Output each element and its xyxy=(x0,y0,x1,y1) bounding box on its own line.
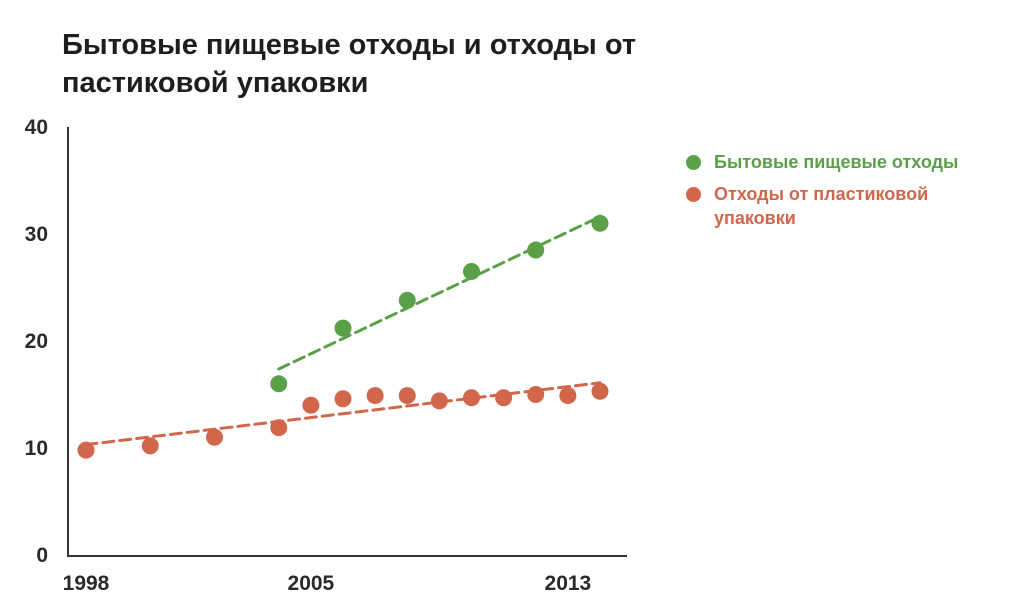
trendline xyxy=(277,215,602,371)
data-point xyxy=(366,387,384,405)
legend-label-plastic-waste: Отходы от пластиковой упаковки xyxy=(714,184,929,228)
data-point xyxy=(270,375,288,393)
x-tick-label: 2013 xyxy=(545,572,592,595)
data-point xyxy=(334,390,352,408)
data-point xyxy=(430,392,448,410)
legend-item-plastic-waste: Отходы от пластиковой упаковки xyxy=(686,182,1006,230)
trendline xyxy=(84,381,602,447)
data-point xyxy=(77,441,95,459)
y-tick-label: 30 xyxy=(25,223,48,246)
y-tick-label: 0 xyxy=(36,544,48,567)
data-point xyxy=(302,396,320,414)
chart-title: Бытовые пищевые отходы и отходы от пасти… xyxy=(62,29,637,99)
series-0 xyxy=(270,214,609,393)
data-point xyxy=(141,437,159,455)
x-tick-label: 2005 xyxy=(288,572,335,595)
legend-item-food-waste: Бытовые пищевые отходы xyxy=(686,150,1006,174)
data-point xyxy=(463,389,480,407)
legend: Бытовые пищевые отходы Отходы от пластик… xyxy=(686,150,1006,238)
legend-marker-food-waste xyxy=(686,155,701,170)
y-tick-label: 40 xyxy=(25,116,48,139)
data-point xyxy=(591,382,609,400)
data-point xyxy=(270,419,288,437)
legend-marker-plastic-waste xyxy=(686,187,701,202)
data-point xyxy=(463,262,480,280)
series-1 xyxy=(77,381,609,459)
x-tick-label: 1998 xyxy=(63,572,110,595)
data-point xyxy=(334,319,352,337)
legend-label-food-waste: Бытовые пищевые отходы xyxy=(714,152,959,172)
data-point xyxy=(527,386,545,403)
data-point xyxy=(206,428,223,446)
data-point xyxy=(559,387,577,405)
data-point xyxy=(398,387,416,405)
data-point xyxy=(495,389,513,407)
data-point xyxy=(591,214,609,232)
y-tick-label: 20 xyxy=(25,330,48,353)
y-tick-label: 10 xyxy=(25,437,48,460)
data-point xyxy=(398,291,416,309)
data-point xyxy=(527,241,545,259)
